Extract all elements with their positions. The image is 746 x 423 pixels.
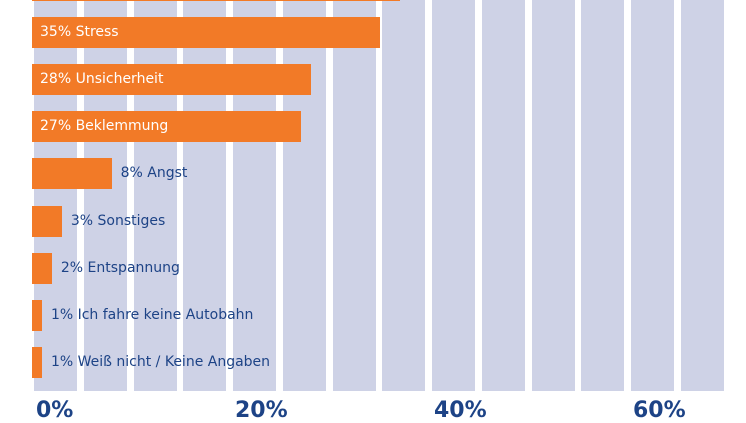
bar xyxy=(32,205,62,237)
data-label: 8% Angst xyxy=(120,165,188,182)
grid-column xyxy=(680,0,724,391)
grid-column xyxy=(631,0,674,391)
data-label: 3% Sonstiges xyxy=(70,212,166,229)
data-label: 35% Stress xyxy=(40,23,119,40)
x-tick-label: 60% xyxy=(633,398,686,423)
bar xyxy=(32,347,42,379)
grid-column xyxy=(233,0,276,391)
data-label: 2% Entspannung xyxy=(60,259,180,276)
data-label: 27% Beklemmung xyxy=(40,118,169,135)
x-tick-label: 40% xyxy=(434,398,487,423)
bar xyxy=(32,299,42,331)
bar xyxy=(32,252,52,284)
data-label: 28% Unsicherheit xyxy=(40,70,164,87)
grid-column xyxy=(183,0,227,391)
bar xyxy=(32,0,401,1)
bar xyxy=(32,158,112,190)
grid-column xyxy=(83,0,127,391)
grid-column xyxy=(133,0,177,391)
x-tick-label: 0% xyxy=(36,398,74,423)
grid-column xyxy=(581,0,625,391)
grid-column xyxy=(432,0,475,391)
x-tick-label: 20% xyxy=(235,398,288,423)
bar xyxy=(32,63,311,95)
grid-column xyxy=(382,0,426,391)
grid-column xyxy=(531,0,575,391)
grid-column xyxy=(481,0,525,391)
grid-column xyxy=(34,0,77,391)
bar xyxy=(32,111,301,143)
grid-column xyxy=(282,0,326,391)
data-label: 1% Ich fahre keine Autobahn xyxy=(50,306,254,323)
bar xyxy=(32,16,381,48)
grid-column xyxy=(332,0,376,391)
data-label: 1% Weiß nicht / Keine Angaben xyxy=(50,354,271,371)
